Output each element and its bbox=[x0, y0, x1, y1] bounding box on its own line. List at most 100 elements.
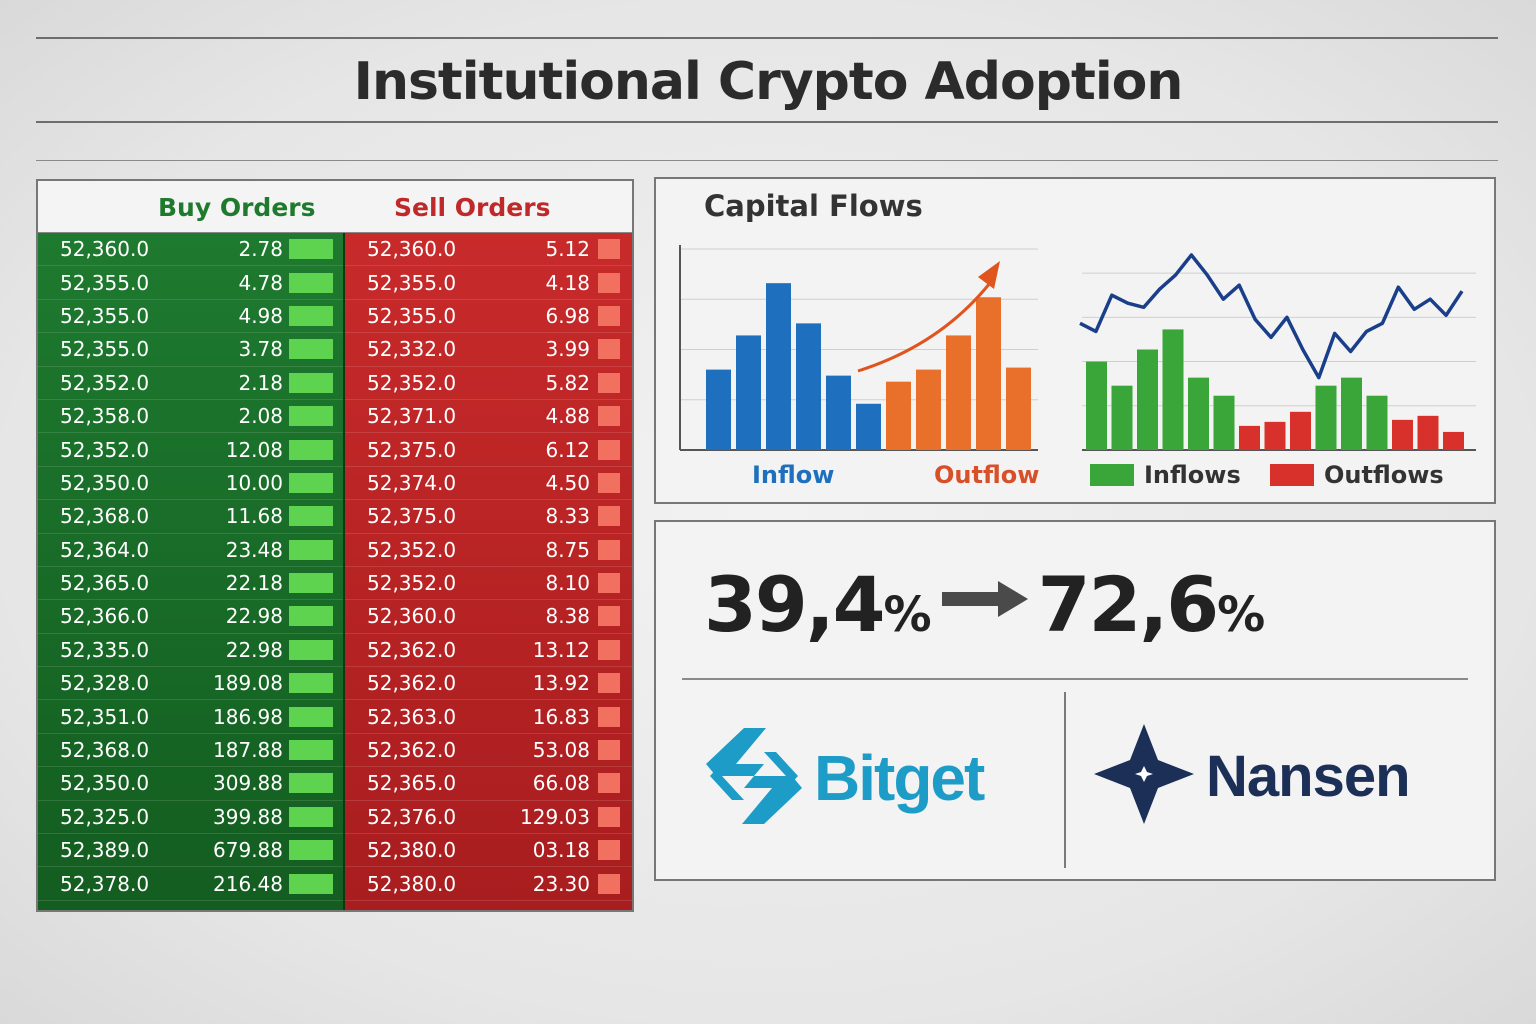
order-quantity: 216.48 bbox=[213, 871, 283, 896]
inflow-bar bbox=[796, 323, 821, 450]
order-quantity: 16.83 bbox=[532, 704, 590, 729]
depth-bar bbox=[289, 806, 333, 827]
order-quantity: 4.88 bbox=[545, 404, 590, 429]
depth-bar bbox=[598, 472, 620, 493]
order-price: 52,355.0 bbox=[367, 303, 457, 328]
depth-bar bbox=[598, 406, 620, 427]
buy-orders-label: Buy Orders bbox=[158, 193, 316, 222]
depth-bar bbox=[289, 606, 333, 627]
order-row: 52,374.0 4.50 bbox=[345, 467, 632, 501]
order-row: 52,355.0 6.98 bbox=[345, 300, 632, 334]
inflow-bar bbox=[736, 335, 761, 450]
title-underline bbox=[36, 121, 1498, 123]
order-quantity: 66.08 bbox=[532, 771, 590, 796]
to-value: 72,6 bbox=[1037, 560, 1220, 649]
order-row: 52,363.0 16.83 bbox=[345, 700, 632, 734]
capital-flows-panel: Capital Flows Inflow Outflow Inflows Out… bbox=[654, 177, 1496, 504]
order-price: 52,362.0 bbox=[367, 637, 457, 662]
order-price: 52,365.0 bbox=[60, 571, 150, 596]
order-row: 52,352.0 8.75 bbox=[345, 534, 632, 567]
inflows-bar bbox=[1213, 395, 1235, 450]
sell-orders-label: Sell Orders bbox=[394, 193, 551, 222]
order-row: 52,352.0 12.08 bbox=[38, 433, 343, 467]
order-row: 52,371.0 4.88 bbox=[345, 400, 632, 434]
depth-bar bbox=[598, 573, 620, 594]
order-price: 52,328.0 bbox=[60, 671, 150, 696]
order-price: 52,362.0 bbox=[367, 671, 457, 696]
inflows-bar bbox=[1137, 349, 1158, 450]
depth-bar bbox=[289, 573, 333, 594]
outflow-bar bbox=[886, 381, 911, 450]
order-quantity: 129.03 bbox=[520, 804, 590, 829]
depth-bar bbox=[598, 639, 620, 660]
depth-bar bbox=[289, 339, 333, 360]
inflows-bar bbox=[1188, 377, 1209, 450]
order-price: 52,378.0 bbox=[60, 871, 150, 896]
legend-outflows-swatch bbox=[1270, 464, 1314, 486]
order-price: 52,352.0 bbox=[367, 370, 457, 395]
depth-bar bbox=[598, 673, 620, 694]
order-price: 52,352.0 bbox=[60, 437, 150, 462]
depth-bar bbox=[289, 740, 333, 761]
trend-arrow-head bbox=[978, 261, 1000, 289]
order-row: 52,355.0 4.98 bbox=[38, 300, 343, 334]
depth-bar bbox=[598, 706, 620, 727]
order-book: Buy Orders Sell Orders 52,360.0 2.78 52,35… bbox=[36, 179, 634, 912]
order-quantity: 2.78 bbox=[238, 237, 283, 262]
order-row: 52,364.0 23.48 bbox=[38, 534, 343, 567]
order-quantity: 22.98 bbox=[225, 637, 283, 662]
outflows-bar bbox=[1239, 425, 1260, 450]
order-quantity: 8.33 bbox=[545, 504, 590, 529]
outflow-bar bbox=[976, 297, 1001, 450]
nansen-logo: Nansen bbox=[1092, 722, 1411, 830]
order-quantity: 8.10 bbox=[545, 571, 590, 596]
order-price: 52,365.0 bbox=[367, 771, 457, 796]
depth-bar bbox=[598, 539, 620, 560]
order-row: 52,355.0 4.18 bbox=[345, 266, 632, 300]
order-price: 52,360.0 bbox=[367, 604, 457, 629]
trend-line bbox=[1079, 253, 1464, 380]
order-quantity: 13.92 bbox=[532, 671, 590, 696]
order-quantity: 4.98 bbox=[238, 303, 283, 328]
bitget-wordmark: Bitget bbox=[814, 742, 985, 814]
order-quantity: 4.18 bbox=[545, 270, 590, 295]
order-price: 52,368.0 bbox=[60, 504, 150, 529]
order-price: 52,355.0 bbox=[60, 270, 150, 295]
order-row: 52,351.0 186.98 bbox=[38, 700, 343, 734]
order-quantity: 22.98 bbox=[225, 604, 283, 629]
order-row: 52,362.0 13.92 bbox=[345, 667, 632, 701]
order-row: 52,328.0 189.08 bbox=[38, 667, 343, 701]
order-price: 52,355.0 bbox=[60, 303, 150, 328]
order-quantity: 6.12 bbox=[545, 437, 590, 462]
order-row: 52,355.0 3.78 bbox=[38, 333, 343, 367]
legend-outflow: Outflow bbox=[934, 461, 1039, 489]
depth-bar bbox=[289, 773, 333, 794]
inflow-bar bbox=[766, 283, 791, 450]
order-row: 52,360.0 8.38 bbox=[345, 600, 632, 634]
order-book-header: Buy Orders Sell Orders bbox=[38, 181, 632, 233]
depth-bar bbox=[598, 740, 620, 761]
bitget-icon bbox=[704, 726, 804, 830]
inflows-bar bbox=[1162, 329, 1184, 450]
order-row: 52,365.0 66.08 bbox=[345, 767, 632, 801]
depth-bar bbox=[289, 272, 333, 293]
order-quantity: 23.48 bbox=[225, 537, 283, 562]
order-price: 52,350.0 bbox=[60, 470, 150, 495]
capital-flows-title: Capital Flows bbox=[704, 189, 923, 223]
order-row: 52,368.0 187.88 bbox=[38, 734, 343, 768]
order-quantity: 6.98 bbox=[545, 303, 590, 328]
order-row: 52,355.0 4.78 bbox=[38, 266, 343, 300]
order-quantity: 189.08 bbox=[213, 671, 283, 696]
depth-bar bbox=[289, 305, 333, 326]
order-quantity: 679.88 bbox=[213, 838, 283, 863]
order-price: 52,325.0 bbox=[60, 804, 150, 829]
outflow-bar bbox=[1006, 367, 1031, 450]
outflows-bar bbox=[1443, 431, 1464, 450]
depth-bar bbox=[289, 472, 333, 493]
order-book-body: 52,360.0 2.78 52,355.0 4.78 52,355.0 4.98 52,3… bbox=[38, 233, 632, 910]
order-price: 52,375.0 bbox=[367, 437, 457, 462]
outflows-bar bbox=[1417, 415, 1439, 450]
legend-inflow: Inflow bbox=[752, 461, 834, 489]
order-quantity: 03.18 bbox=[532, 838, 590, 863]
section-rule bbox=[36, 160, 1498, 161]
